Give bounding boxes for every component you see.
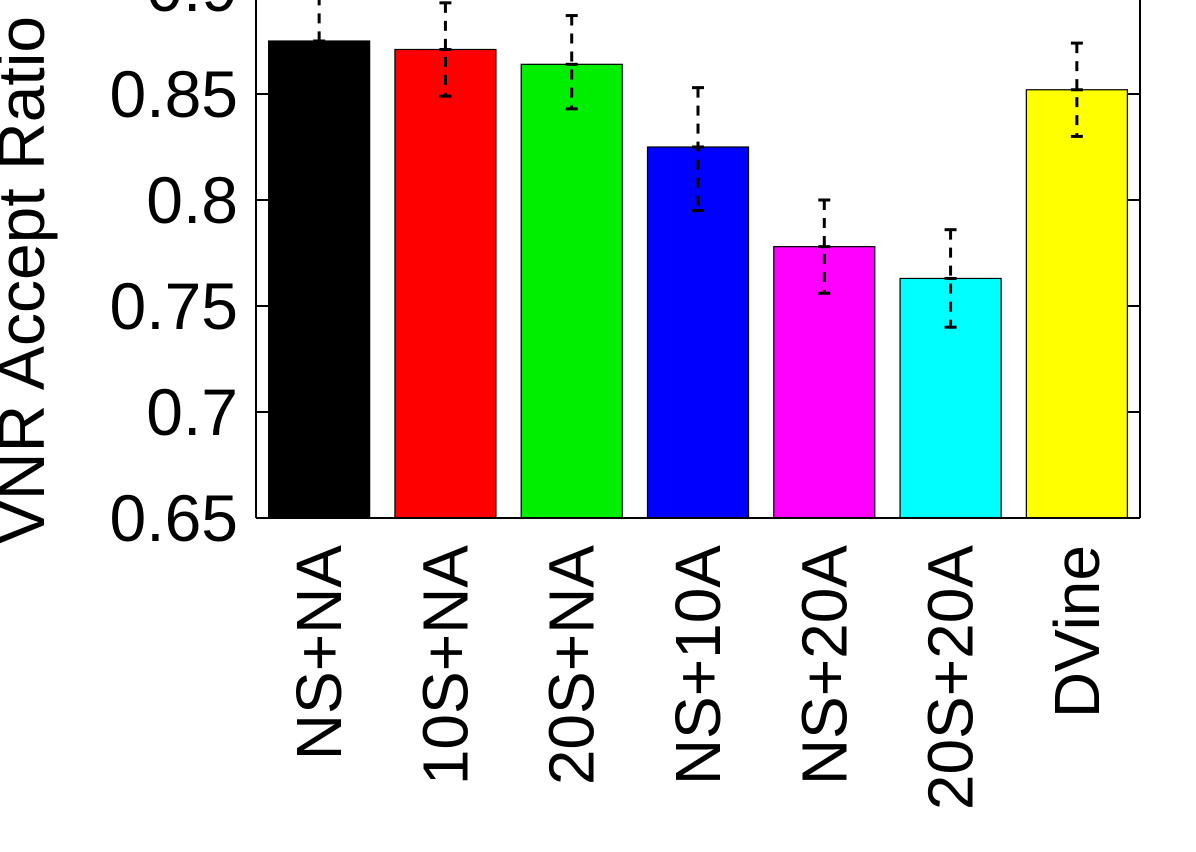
bar-4 (773, 246, 876, 519)
x-tick-label-1: 10S+NA (409, 545, 481, 785)
x-tick-label-4: NS+20A (788, 545, 860, 785)
bar-1 (394, 48, 497, 519)
bar-5 (899, 277, 1002, 519)
bar-6 (1025, 89, 1128, 519)
y-tick-label-1: 0.7 (146, 375, 238, 449)
x-tick-label-3: NS+10A (662, 545, 734, 785)
x-tick-label-6: DVine (1041, 545, 1113, 718)
x-tick-label-0: NS+NA (283, 545, 355, 761)
bar-2 (520, 63, 623, 519)
bars-layer (268, 40, 1128, 519)
x-tick-label-2: 20S+NA (536, 545, 608, 785)
y-tick-label-5: 0.9 (146, 0, 238, 25)
bar-0 (268, 40, 371, 519)
error-bars-layer (313, 0, 1083, 329)
x-tick-label-5: 20S+20A (915, 545, 987, 810)
y-tick-label-4: 0.85 (110, 57, 238, 131)
axes-layer: NS+NA 10S+NA 20S+NA NS+10A NS+20A 20S+20A DVin… (110, 0, 1141, 810)
y-tick-label-0: 0.65 (110, 481, 238, 555)
bar-3 (646, 146, 750, 519)
y-tick-label-3: 0.8 (146, 163, 238, 237)
y-axis-label: VNR Accept Ratio (0, 16, 58, 544)
y-tick-label-2: 0.75 (110, 269, 238, 343)
